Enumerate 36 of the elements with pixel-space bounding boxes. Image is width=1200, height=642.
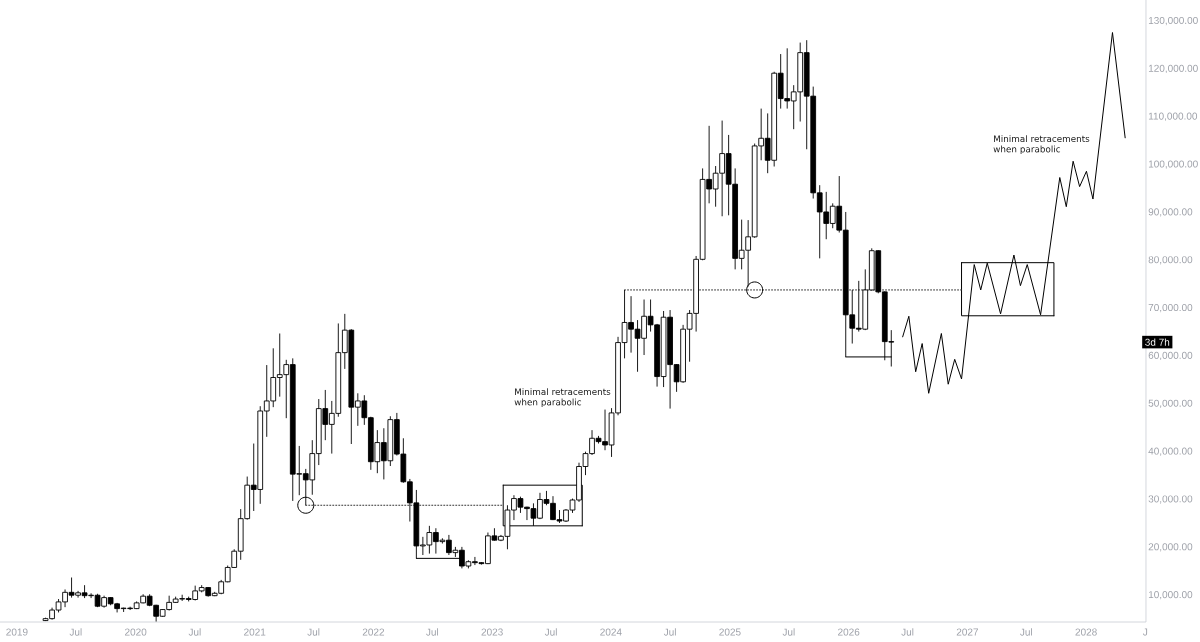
y-tick-label: 70,000.00: [1148, 303, 1193, 313]
x-tick-label: 2021: [244, 628, 266, 636]
annotation: Minimal retracements when parabolic: [514, 388, 611, 408]
annotation: 3d 7h: [1145, 338, 1170, 346]
x-tick-label: 2020: [125, 628, 147, 636]
y-tick-label: 100,000.00: [1148, 160, 1198, 169]
x-tick-label: Jul: [1020, 628, 1032, 636]
x-tick-label: Jul: [426, 628, 439, 636]
x-tick-label: 2024: [600, 628, 622, 636]
y-tick-label: 80,000.00: [1148, 256, 1193, 265]
x-tick-label: Jul: [188, 628, 201, 636]
y-tick-label: 120,000.00: [1148, 64, 1198, 74]
x-tick-label: Jul: [544, 628, 557, 636]
y-tick-label: 50,000.00: [1148, 399, 1193, 408]
y-tick-label: 90,000.00: [1148, 208, 1193, 217]
x-tick-label: 2027: [956, 628, 979, 636]
annotation: Minimal retracements when parabolic: [993, 135, 1090, 155]
x-tick-label: Jul: [663, 628, 676, 636]
x-tick-label: 2023: [481, 628, 503, 636]
x-tick-label: 2028: [1075, 628, 1097, 636]
x-tick-label: Jul: [307, 628, 320, 636]
y-tick-label: 60,000.00: [1148, 351, 1193, 361]
x-tick-label: 2022: [362, 628, 385, 636]
y-tick-label: 40,000.00: [1148, 447, 1193, 456]
y-tick-label: 130,000.00: [1148, 16, 1198, 26]
y-tick-label: 20,000.00: [1148, 543, 1193, 552]
x-tick-label: Jul: [901, 628, 914, 636]
y-tick-label: 110,000.00: [1148, 112, 1198, 121]
x-tick-label: J: [1142, 628, 1148, 636]
y-tick-label: 10,000.00: [1148, 591, 1193, 600]
x-tick-label: 2019: [6, 628, 28, 636]
y-tick-label: 30,000.00: [1148, 495, 1193, 504]
x-tick-label: Jul: [782, 628, 795, 636]
x-tick-label: 2026: [838, 628, 860, 636]
x-tick-label: Jul: [69, 628, 82, 636]
x-tick-label: 2025: [719, 628, 741, 636]
